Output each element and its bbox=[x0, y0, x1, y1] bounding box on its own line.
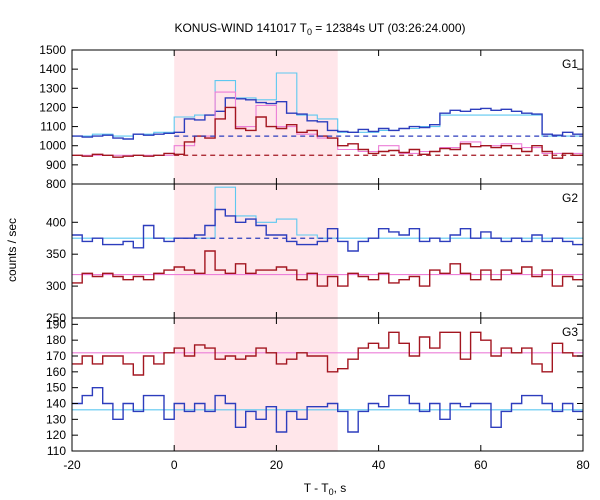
panel-label: G2 bbox=[562, 191, 578, 205]
y-tick-label: 1500 bbox=[39, 43, 66, 57]
y-tick-label: 110 bbox=[47, 444, 66, 458]
g3-second-low-series bbox=[72, 331, 583, 376]
x-tick-label: 60 bbox=[474, 458, 488, 472]
frame-layer bbox=[71, 49, 584, 452]
y-tick-label: 350 bbox=[46, 247, 66, 261]
g1-second-low-series bbox=[72, 106, 583, 159]
y-tick-label: 1400 bbox=[39, 62, 66, 76]
y-tick-label: 300 bbox=[46, 279, 66, 293]
y-tick-label: 400 bbox=[46, 215, 66, 229]
y-tick-label: 190 bbox=[46, 317, 66, 331]
y-tick-label: 1300 bbox=[39, 81, 66, 95]
x-tick-label: -20 bbox=[63, 458, 81, 472]
y-tick-label: 250 bbox=[46, 311, 66, 325]
panel-label: G1 bbox=[562, 57, 578, 71]
y-tick-label: 180 bbox=[46, 333, 66, 347]
g3-panel-frame bbox=[71, 317, 584, 452]
y-tick-label: 150 bbox=[46, 381, 66, 395]
y-tick-label: 900 bbox=[46, 158, 66, 172]
panel-label: G3 bbox=[562, 325, 578, 339]
g3-low-res-series bbox=[72, 387, 583, 433]
x-tick-label: 0 bbox=[171, 458, 178, 472]
g2-low-res-series bbox=[72, 208, 583, 252]
series-layer bbox=[72, 72, 583, 433]
x-tick-label: 20 bbox=[270, 458, 284, 472]
chart-title: KONUS-WIND 141017 T0 = 12384s UT (03:26:… bbox=[174, 21, 465, 37]
y-tick-label: 1000 bbox=[39, 139, 66, 153]
y-tick-label: 170 bbox=[46, 349, 66, 363]
y-tick-label: 800 bbox=[46, 177, 66, 191]
y-tick-label: 1200 bbox=[39, 100, 66, 114]
y-tick-label: 120 bbox=[46, 428, 66, 442]
y-axis-label: counts / sec bbox=[5, 218, 19, 282]
text-layer: KONUS-WIND 141017 T0 = 12384s UT (03:26:… bbox=[5, 21, 590, 497]
y-tick-label: 160 bbox=[46, 365, 66, 379]
g2-second-low-series bbox=[72, 250, 583, 287]
x-axis-label: T - T0, s bbox=[304, 481, 347, 497]
y-tick-label: 140 bbox=[46, 397, 66, 411]
y-tick-label: 130 bbox=[46, 412, 66, 426]
x-tick-label: 40 bbox=[372, 458, 386, 472]
y-tick-label: 1100 bbox=[40, 120, 66, 134]
g1-low-res-series bbox=[72, 97, 583, 140]
x-tick-label: 80 bbox=[576, 458, 590, 472]
